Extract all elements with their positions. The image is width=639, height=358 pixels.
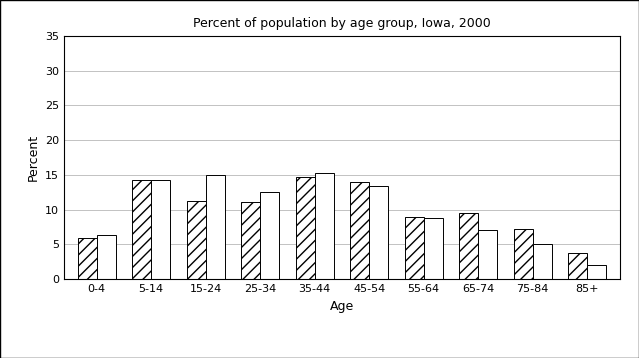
Bar	[369, 186, 389, 279]
Bar	[350, 182, 369, 279]
Bar	[77, 237, 96, 279]
Bar	[568, 253, 587, 279]
Bar	[260, 192, 279, 279]
Y-axis label: Percent: Percent	[26, 134, 40, 181]
Bar	[459, 213, 478, 279]
Bar	[151, 180, 170, 279]
Bar	[96, 235, 116, 279]
Title: Percent of population by age group, Iowa, 2000: Percent of population by age group, Iowa…	[193, 18, 491, 30]
Bar	[587, 265, 606, 279]
Bar	[514, 229, 533, 279]
Bar	[241, 202, 260, 279]
Bar	[132, 180, 151, 279]
Bar	[206, 175, 225, 279]
Bar	[187, 201, 206, 279]
Bar	[424, 218, 443, 279]
Bar	[314, 173, 334, 279]
X-axis label: Age: Age	[330, 300, 354, 313]
Bar	[533, 244, 551, 279]
Bar	[478, 230, 497, 279]
Bar	[295, 177, 314, 279]
Bar	[404, 217, 424, 279]
